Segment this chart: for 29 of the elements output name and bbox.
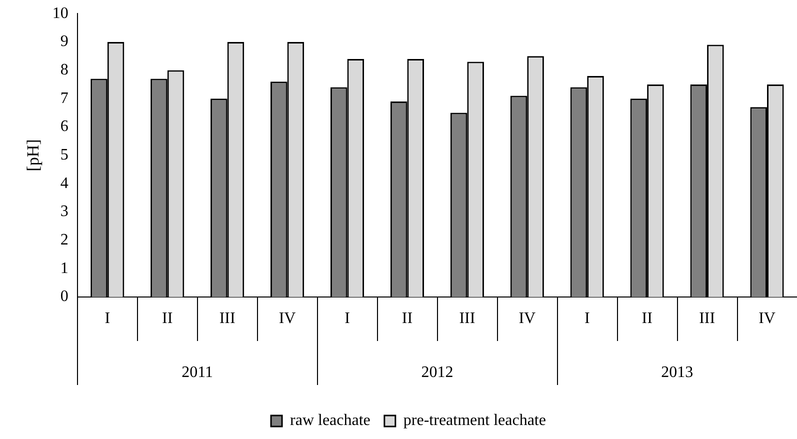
y-tick-label: 6 <box>60 118 68 136</box>
x-tick-label: II <box>402 310 413 327</box>
x-tick-label: I <box>104 310 110 327</box>
x-tick-label: II <box>162 310 173 327</box>
x-tick-label: III <box>459 310 476 327</box>
x-tick-label: IV <box>758 310 776 327</box>
x-tick-label: I <box>584 310 590 327</box>
y-tick-label: 10 <box>52 4 68 22</box>
y-tick-label: 2 <box>60 232 68 249</box>
x-tick-label: III <box>699 310 716 327</box>
y-tick-label: 0 <box>60 288 68 306</box>
x-tick-label: IV <box>518 310 536 327</box>
y-tick-label: 7 <box>60 90 68 107</box>
text: 2013 <box>661 364 694 382</box>
y-tick-label: 4 <box>60 174 68 192</box>
x-tick-label: I <box>344 310 350 327</box>
x-tick-label: III <box>219 310 236 327</box>
y-tick-label: 5 <box>60 146 68 164</box>
text: 2012 <box>421 364 454 382</box>
y-tick-label: 8 <box>60 61 68 78</box>
y-tick-label: 3 <box>60 203 68 220</box>
x-tick-label: IV <box>278 310 296 327</box>
y-tick-label: 1 <box>60 260 68 277</box>
y-axis-title: [pH] <box>24 139 43 172</box>
y-tick-label: 9 <box>60 33 68 50</box>
x-tick-label: II <box>642 310 652 327</box>
text: 2011 <box>182 364 214 382</box>
legend-label: pre-treatment leachate <box>403 412 546 430</box>
legend-label: raw leachate <box>290 412 370 430</box>
